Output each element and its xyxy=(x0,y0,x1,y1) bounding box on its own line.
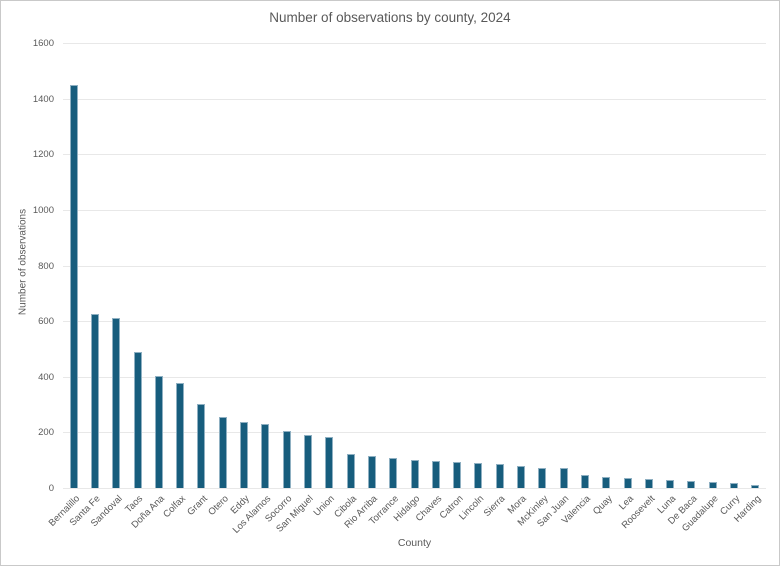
y-tick-label: 400 xyxy=(38,371,54,383)
bar-guadalupe xyxy=(708,481,717,488)
y-tick-label: 1400 xyxy=(32,93,54,105)
bar-hidalgo xyxy=(410,460,419,488)
y-tick-label: 1600 xyxy=(32,38,54,49)
bar-roosevelt xyxy=(644,479,653,488)
bar-valencia xyxy=(580,474,589,488)
bar-harding xyxy=(751,485,760,488)
plot-area xyxy=(63,43,766,489)
gridline xyxy=(63,265,766,267)
bar-eddy xyxy=(240,422,249,488)
y-tick-label: 800 xyxy=(38,260,54,272)
y-tick-label: 200 xyxy=(38,427,54,439)
chart-title: Number of observations by county, 2024 xyxy=(269,10,511,25)
gridline xyxy=(63,488,766,489)
bar-cibola xyxy=(346,453,355,488)
bar-union xyxy=(325,437,334,488)
bar-bernalillo xyxy=(69,84,78,488)
bar-lea xyxy=(623,478,632,488)
x-tick-label: Sierra xyxy=(482,493,508,519)
bar-quay xyxy=(602,477,611,488)
bar-de-baca xyxy=(687,481,696,488)
bar-luna xyxy=(666,480,675,488)
bar-curry xyxy=(730,483,739,488)
bar-otero xyxy=(218,416,227,488)
bar-rio-arriba xyxy=(367,455,376,488)
bar-torrance xyxy=(389,457,398,488)
x-tick-label: Colfax xyxy=(161,493,189,521)
bar-san-juan xyxy=(559,468,568,488)
gridline xyxy=(63,154,766,156)
bar-sierra xyxy=(495,464,504,488)
bar-doña-ana xyxy=(154,376,163,488)
bar-colfax xyxy=(176,382,185,488)
x-tick-label: Otero xyxy=(206,493,231,518)
y-tick-label: 1200 xyxy=(32,149,54,161)
bar-lincoln xyxy=(474,462,483,488)
bar-mckinley xyxy=(538,467,547,488)
gridline xyxy=(63,209,766,211)
x-axis-title: County xyxy=(397,537,432,549)
gridline xyxy=(63,321,766,323)
bar-santa-fe xyxy=(90,313,99,488)
x-tick-label: Union xyxy=(312,493,338,519)
bar-los-alamos xyxy=(261,424,270,488)
gridline xyxy=(63,43,766,44)
bar-sandoval xyxy=(112,318,121,488)
bar-socorro xyxy=(282,430,291,488)
bar-mora xyxy=(517,466,525,488)
bar-grant xyxy=(197,404,206,488)
bar-taos xyxy=(133,352,142,488)
gridline xyxy=(63,98,766,100)
x-tick-label: Grant xyxy=(184,493,210,518)
bar-catron xyxy=(453,462,462,488)
bar-san-miguel xyxy=(303,434,312,488)
bar-chaves xyxy=(431,461,440,488)
x-tick-label: Quay xyxy=(590,493,615,518)
y-tick-label: 1000 xyxy=(32,204,54,216)
gridline xyxy=(63,376,766,378)
y-tick-label: 0 xyxy=(48,483,54,494)
gridline xyxy=(63,432,766,434)
y-tick-label: 600 xyxy=(38,316,54,328)
